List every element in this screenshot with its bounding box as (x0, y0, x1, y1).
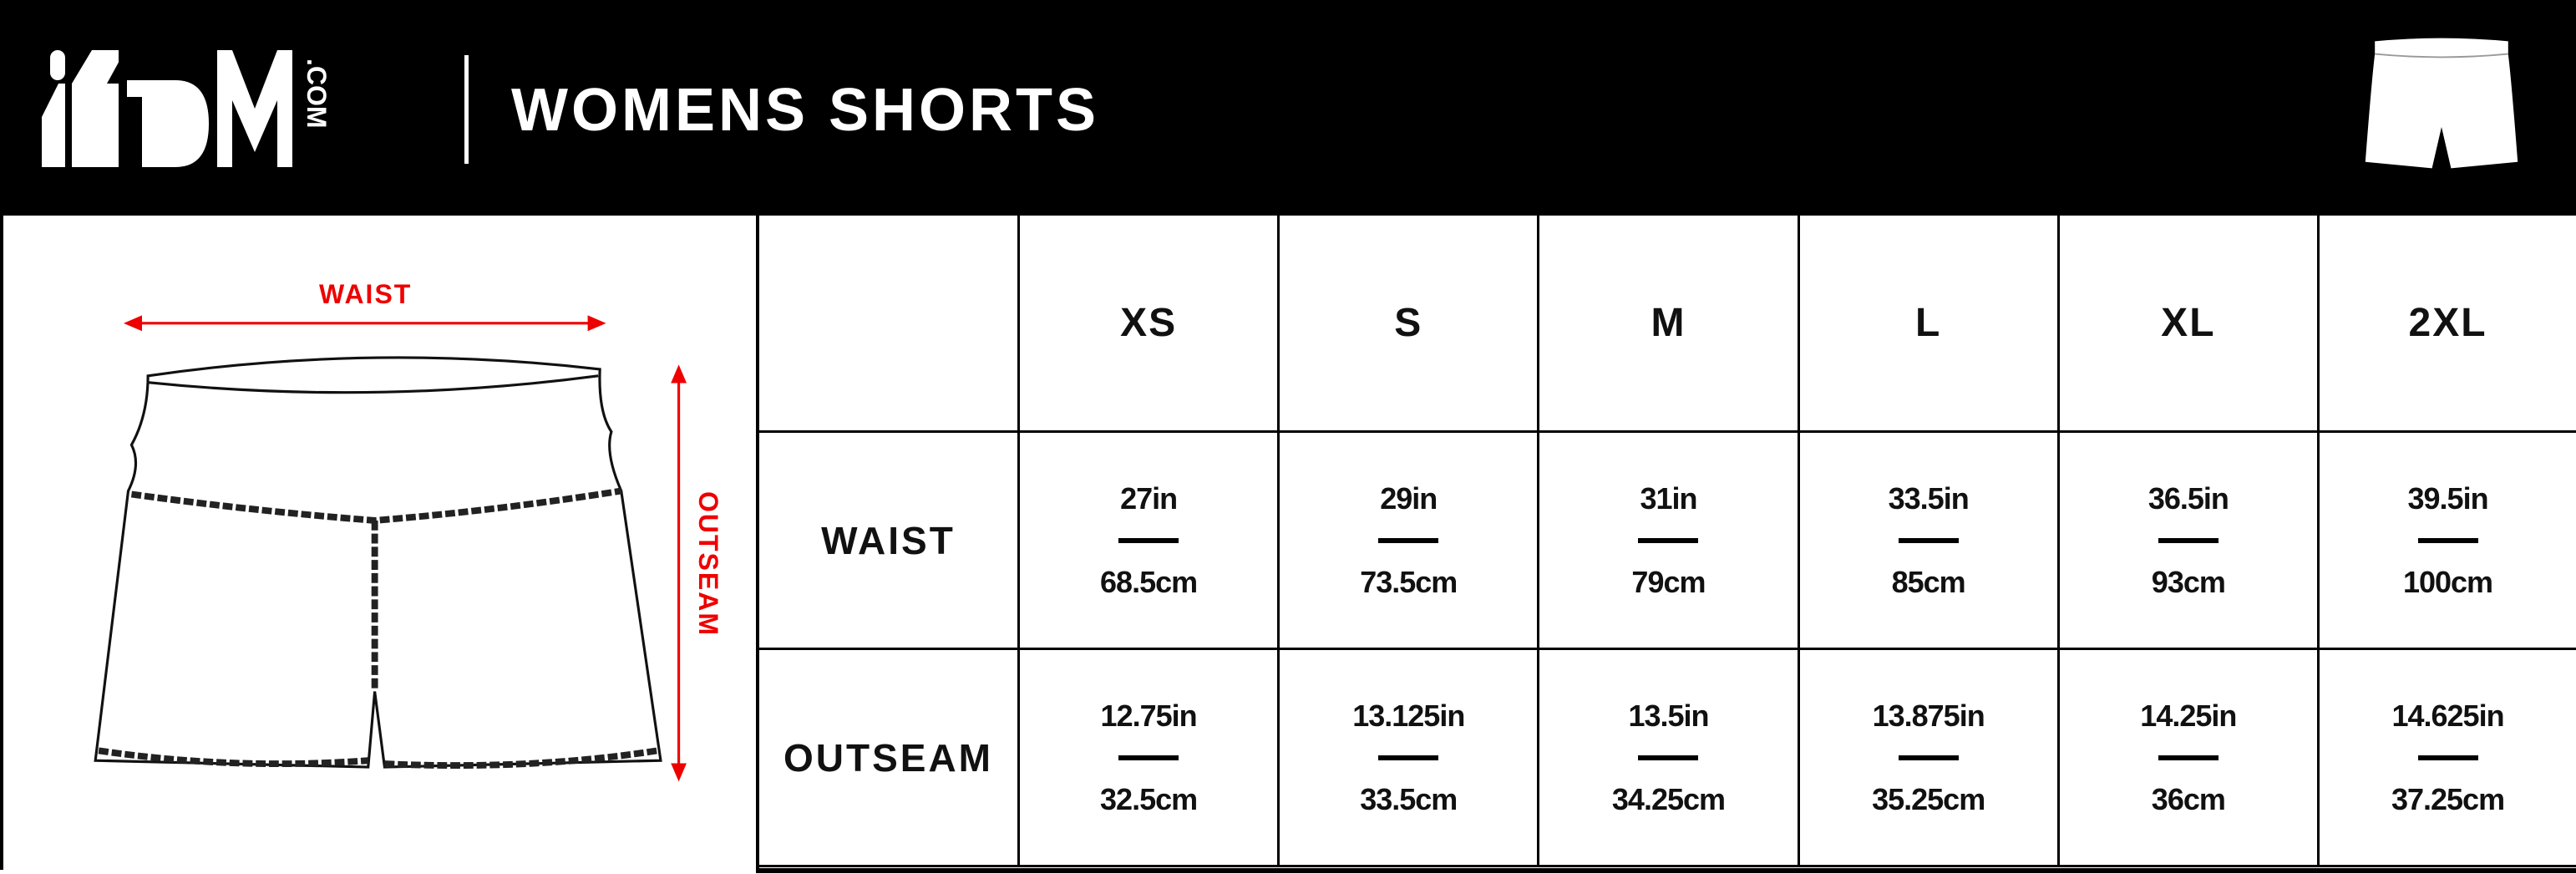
table-cell: 14.625in 37.25cm (2319, 650, 2576, 867)
shorts-icon (2365, 38, 2518, 169)
divider (1118, 537, 1179, 543)
shorts-diagram-panel: WAIST OUTSEAM (0, 216, 756, 870)
divider (1898, 755, 1959, 760)
value-cm: 73.5cm (1360, 564, 1458, 599)
outseam-annotation: OUTSEAM (693, 491, 723, 637)
value-cm: 37.25cm (2391, 781, 2505, 816)
divider (2417, 537, 2478, 543)
size-header-2xl: 2XL (2319, 216, 2576, 433)
divider (1378, 755, 1439, 760)
table-cell: 13.125in 33.5cm (1280, 650, 1540, 867)
value-cm: 100cm (2402, 564, 2493, 599)
svg-text:.COM: .COM (302, 58, 332, 129)
value-in: 39.5in (2407, 480, 2489, 516)
corner-cell (759, 216, 1020, 433)
value-cm: 85cm (1891, 564, 1966, 599)
table-cell: 12.75in 32.5cm (1020, 650, 1280, 867)
iedm-logo: .COM (42, 50, 332, 167)
divider (2158, 537, 2219, 543)
table-cell: 39.5in 100cm (2319, 433, 2576, 650)
page-title: WOMENS SHORTS (511, 77, 1100, 144)
table-cell: 29in 73.5cm (1280, 433, 1540, 650)
value-cm: 33.5cm (1360, 781, 1458, 816)
divider (1378, 537, 1439, 543)
divider (1118, 755, 1179, 760)
table-cell: 31in 79cm (1539, 433, 1800, 650)
value-in: 36.5in (2148, 480, 2229, 516)
size-chart-table: XS S M L XL 2XL WAIST 27in 68.5cm 29in 73.… (756, 216, 2576, 873)
value-in: 14.25in (2140, 698, 2237, 733)
table-cell: 33.5in 85cm (1799, 433, 2060, 650)
divider (1638, 537, 1699, 543)
table-cell: 36.5in 93cm (2059, 433, 2320, 650)
divider (1898, 537, 1959, 543)
value-cm: 32.5cm (1100, 781, 1198, 816)
value-in: 13.125in (1352, 698, 1465, 733)
table-cell: 13.5in 34.25cm (1539, 650, 1800, 867)
size-header-l: L (1799, 216, 2060, 433)
value-cm: 68.5cm (1100, 564, 1198, 599)
table-cell: 14.25in 36cm (2059, 650, 2320, 867)
value-cm: 35.25cm (1872, 781, 1985, 816)
header-bar: .COM WOMENS SHORTS (0, 0, 2576, 216)
table-cell: 27in 68.5cm (1020, 433, 1280, 650)
value-cm: 36cm (2151, 781, 2226, 816)
value-in: 14.625in (2391, 698, 2504, 733)
value-in: 13.875in (1872, 698, 1985, 733)
value-in: 13.5in (1628, 698, 1709, 733)
value-in: 27in (1120, 480, 1178, 516)
size-header-s: S (1280, 216, 1540, 433)
value-cm: 79cm (1631, 564, 1706, 599)
row-label-outseam: OUTSEAM (759, 650, 1020, 867)
size-header-m: M (1539, 216, 1800, 433)
table-cell: 13.875in 35.25cm (1799, 650, 2060, 867)
divider (1638, 755, 1699, 760)
size-header-xs: XS (1020, 216, 1280, 433)
value-cm: 34.25cm (1611, 781, 1726, 816)
value-cm: 93cm (2151, 564, 2226, 599)
size-header-xl: XL (2059, 216, 2320, 433)
row-label-waist: WAIST (759, 433, 1020, 650)
value-in: 29in (1380, 480, 1438, 516)
divider (2417, 755, 2478, 760)
value-in: 12.75in (1100, 698, 1198, 733)
shorts-diagram (94, 315, 687, 782)
divider (2158, 755, 2219, 760)
waist-annotation: WAIST (319, 279, 413, 309)
value-in: 33.5in (1888, 480, 1970, 516)
header-divider (464, 55, 469, 164)
value-in: 31in (1640, 480, 1697, 516)
